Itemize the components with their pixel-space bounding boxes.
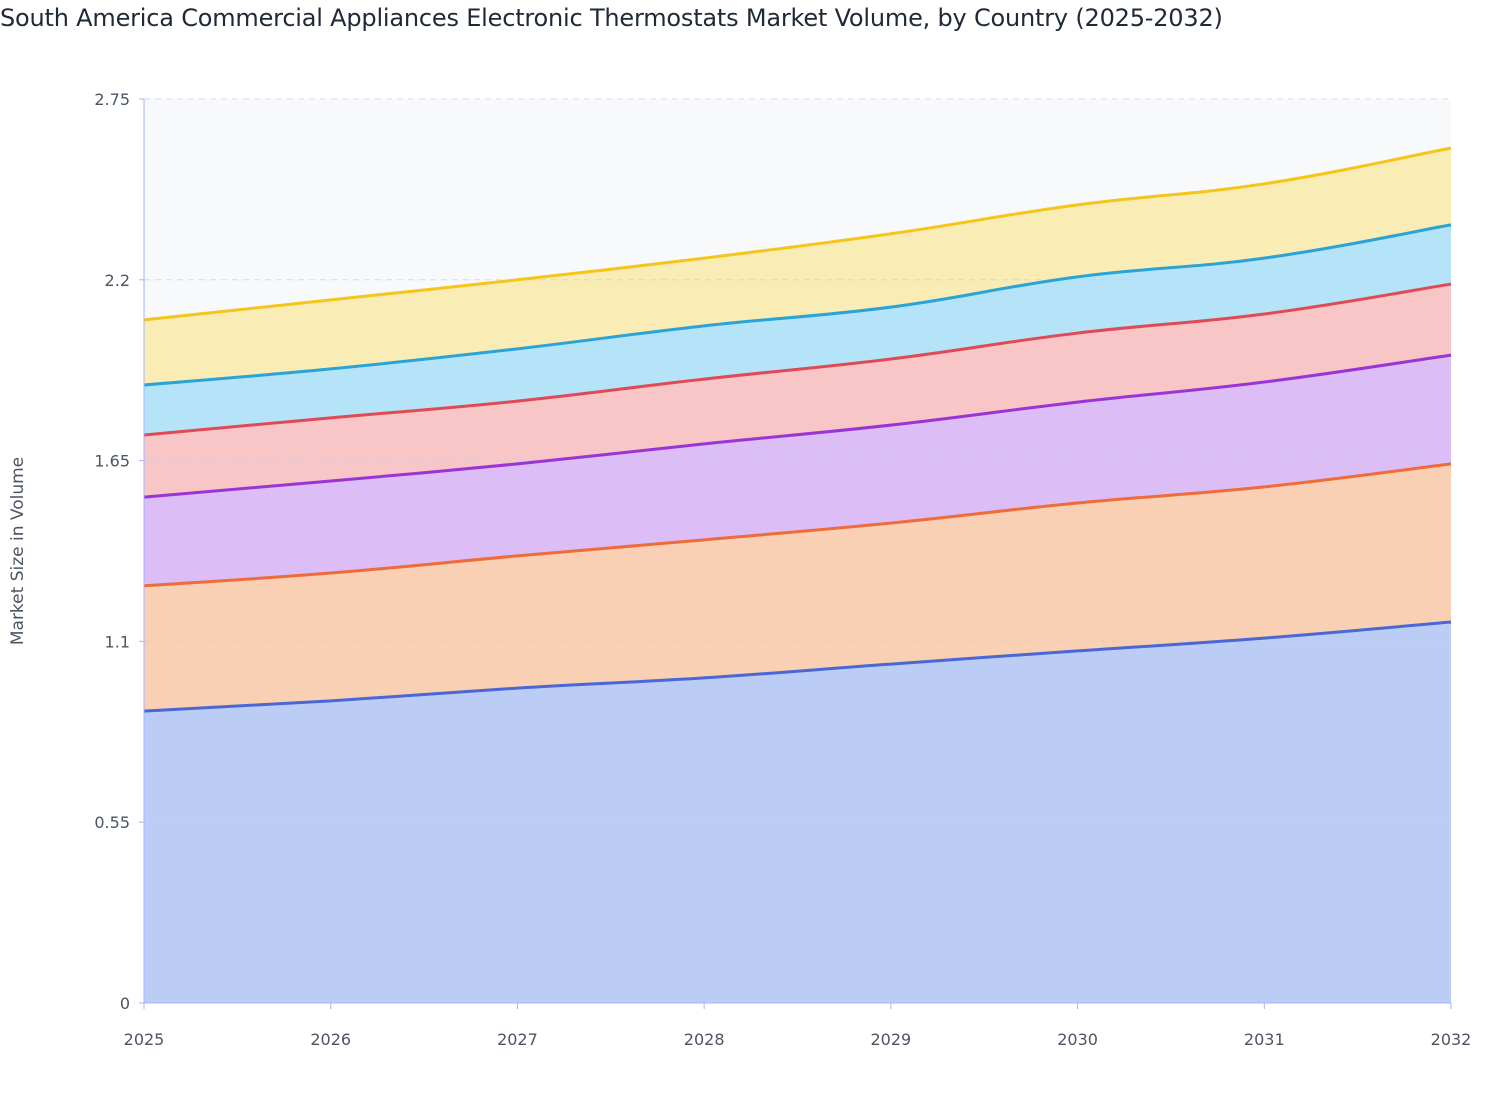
series-line-6 (143, 146, 1452, 322)
area-series-4 (144, 284, 1451, 498)
y-tick-label: 2.75 (94, 90, 130, 109)
area-series-6 (144, 147, 1451, 385)
series-line-5 (143, 223, 1452, 387)
y-tick-label: 2.2 (105, 271, 130, 290)
y-tick-label: 1.65 (94, 452, 130, 471)
area-series-1 (144, 622, 1451, 1003)
area-series-3 (144, 355, 1451, 586)
chart-title: South America Commercial Appliances Elec… (0, 4, 1223, 32)
x-tick-label: 2032 (1431, 1030, 1472, 1049)
series-line-1 (143, 620, 1452, 713)
series-line-4 (143, 282, 1452, 437)
x-tick-label: 2026 (310, 1030, 351, 1049)
y-tick-label: 0 (120, 994, 130, 1013)
area-series-5 (144, 224, 1451, 435)
x-tick-label: 2029 (870, 1030, 911, 1049)
y-tick-label: 1.1 (105, 632, 130, 651)
y-tick-label: 0.55 (94, 813, 130, 832)
series-line-2 (143, 462, 1452, 588)
x-tick-label: 2027 (497, 1030, 538, 1049)
y-axis-label: Market Size in Volume (8, 457, 28, 645)
x-tick-label: 2030 (1057, 1030, 1098, 1049)
series-line-3 (143, 353, 1452, 499)
x-tick-label: 2028 (684, 1030, 725, 1049)
area-series-2 (144, 463, 1451, 712)
x-tick-label: 2031 (1244, 1030, 1285, 1049)
x-tick-label: 2025 (124, 1030, 165, 1049)
